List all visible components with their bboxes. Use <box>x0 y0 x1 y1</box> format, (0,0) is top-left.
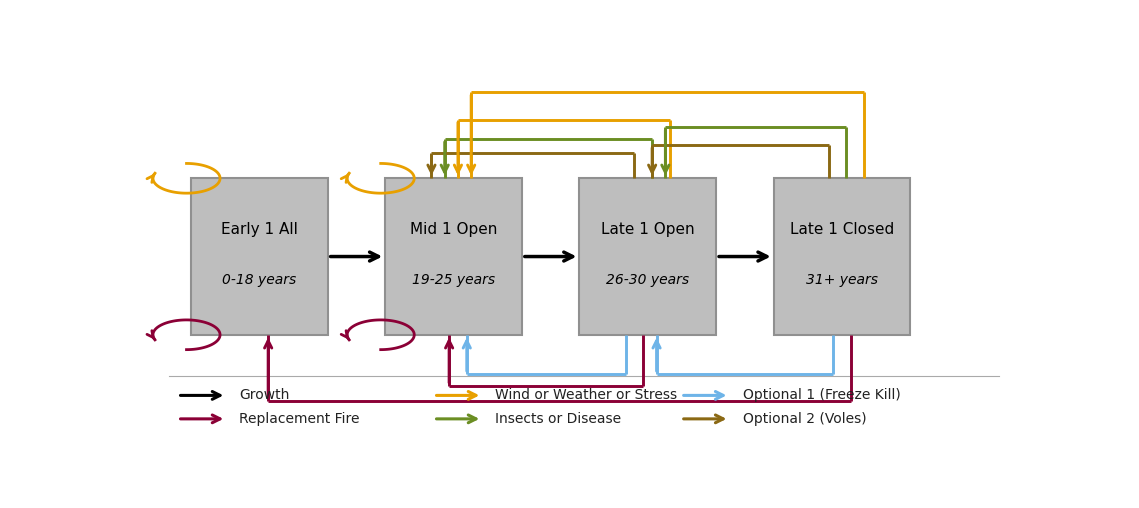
Text: Late 1 Open: Late 1 Open <box>601 221 695 237</box>
FancyBboxPatch shape <box>385 178 522 335</box>
Text: Late 1 Closed: Late 1 Closed <box>789 221 894 237</box>
Text: 19-25 years: 19-25 years <box>412 273 495 287</box>
Text: Early 1 All: Early 1 All <box>221 221 297 237</box>
FancyBboxPatch shape <box>191 178 328 335</box>
Text: Mid 1 Open: Mid 1 Open <box>410 221 498 237</box>
Text: Insects or Disease: Insects or Disease <box>495 412 622 426</box>
FancyBboxPatch shape <box>773 178 910 335</box>
Text: Optional 1 (Freeze Kill): Optional 1 (Freeze Kill) <box>743 389 900 402</box>
FancyBboxPatch shape <box>580 178 716 335</box>
Text: 31+ years: 31+ years <box>806 273 878 287</box>
Text: Growth: Growth <box>239 389 289 402</box>
Text: Replacement Fire: Replacement Fire <box>239 412 360 426</box>
Text: 0-18 years: 0-18 years <box>222 273 296 287</box>
Text: Optional 2 (Voles): Optional 2 (Voles) <box>743 412 867 426</box>
Text: Wind or Weather or Stress: Wind or Weather or Stress <box>495 389 678 402</box>
Text: 26-30 years: 26-30 years <box>606 273 689 287</box>
